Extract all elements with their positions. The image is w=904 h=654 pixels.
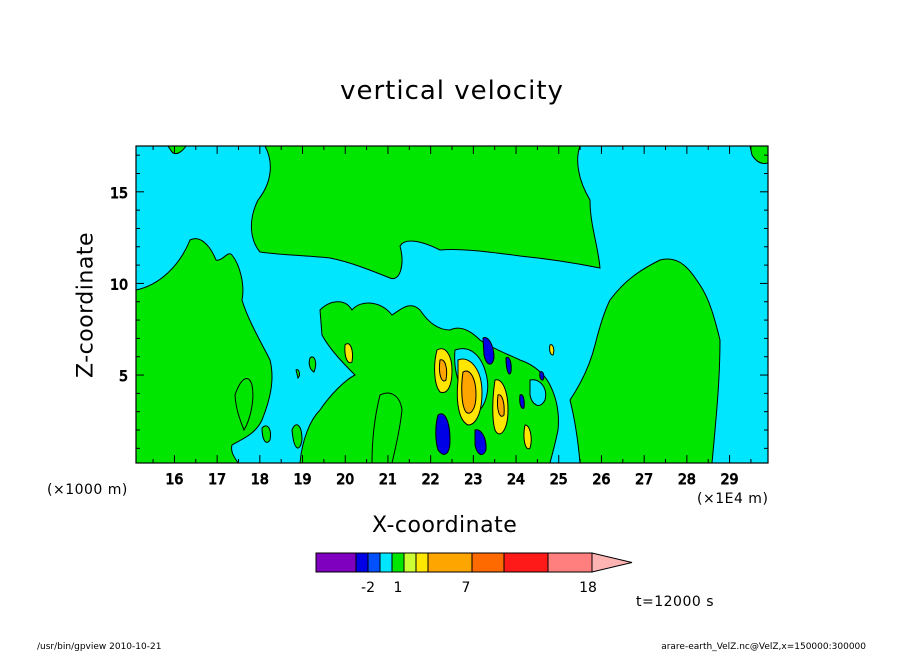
colorbar-arrow xyxy=(591,552,633,573)
colorbar-label: 18 xyxy=(579,580,597,596)
x-tick-label: 20 xyxy=(336,472,354,488)
colorbar-label: 1 xyxy=(394,580,403,596)
x-axis-unit: (×1E4 m) xyxy=(697,491,769,507)
x-axis-label: X-coordinate xyxy=(372,513,518,538)
y-axis-unit: (×1000 m) xyxy=(47,482,128,498)
footer-right: arare-earth_VelZ.nc@VelZ,x=150000:300000 xyxy=(661,642,866,652)
contour-fill-green xyxy=(135,145,769,464)
y-tick-label: 15 xyxy=(110,186,128,202)
colorbar-swatch xyxy=(547,552,593,573)
x-tick-label: 22 xyxy=(422,472,440,488)
colorbar-swatch xyxy=(367,552,381,573)
colorbar-swatch xyxy=(379,552,393,573)
x-tick-label: 27 xyxy=(635,472,653,488)
colorbar-swatch xyxy=(503,552,549,573)
colorbar-swatch xyxy=(391,552,405,573)
footer-left: /usr/bin/gpview 2010-10-21 xyxy=(37,642,162,652)
x-tick-label: 18 xyxy=(251,472,269,488)
colorbar-swatch xyxy=(315,552,357,573)
y-axis-label: Z-coordinate xyxy=(73,232,99,378)
x-tick-label: 23 xyxy=(464,472,482,488)
x-tick-label: 24 xyxy=(507,472,525,488)
x-tick-label: 16 xyxy=(166,472,184,488)
colorbar: -2 1 7 18 xyxy=(315,552,633,596)
time-annotation: t=12000 s xyxy=(636,594,714,610)
colorbar-swatch xyxy=(403,552,417,573)
colorbar-swatch xyxy=(471,552,505,573)
x-tick-label: 29 xyxy=(721,472,739,488)
x-tick-label: 28 xyxy=(678,472,696,488)
y-tick-label: 10 xyxy=(110,277,128,293)
axes: 16 17 18 19 20 21 22 23 24 25 26 27 28 29 5 10 15 xyxy=(110,146,768,489)
x-tick-label: 17 xyxy=(208,472,226,488)
colorbar-swatch xyxy=(355,552,369,573)
colorbar-swatch xyxy=(427,552,473,573)
x-tick-label: 21 xyxy=(379,472,397,488)
chart-title: vertical velocity xyxy=(340,76,564,106)
y-tick-label: 5 xyxy=(119,369,128,385)
colorbar-swatch xyxy=(415,552,429,573)
plot-area xyxy=(135,145,769,464)
x-tick-label: 19 xyxy=(294,472,312,488)
colorbar-label: -2 xyxy=(361,580,375,596)
contour-fill-orange xyxy=(439,359,505,417)
x-tick-label: 26 xyxy=(593,472,611,488)
x-tick-label: 25 xyxy=(550,472,568,488)
colorbar-label: 7 xyxy=(462,580,471,596)
contour-fill-darkblue xyxy=(435,336,545,456)
